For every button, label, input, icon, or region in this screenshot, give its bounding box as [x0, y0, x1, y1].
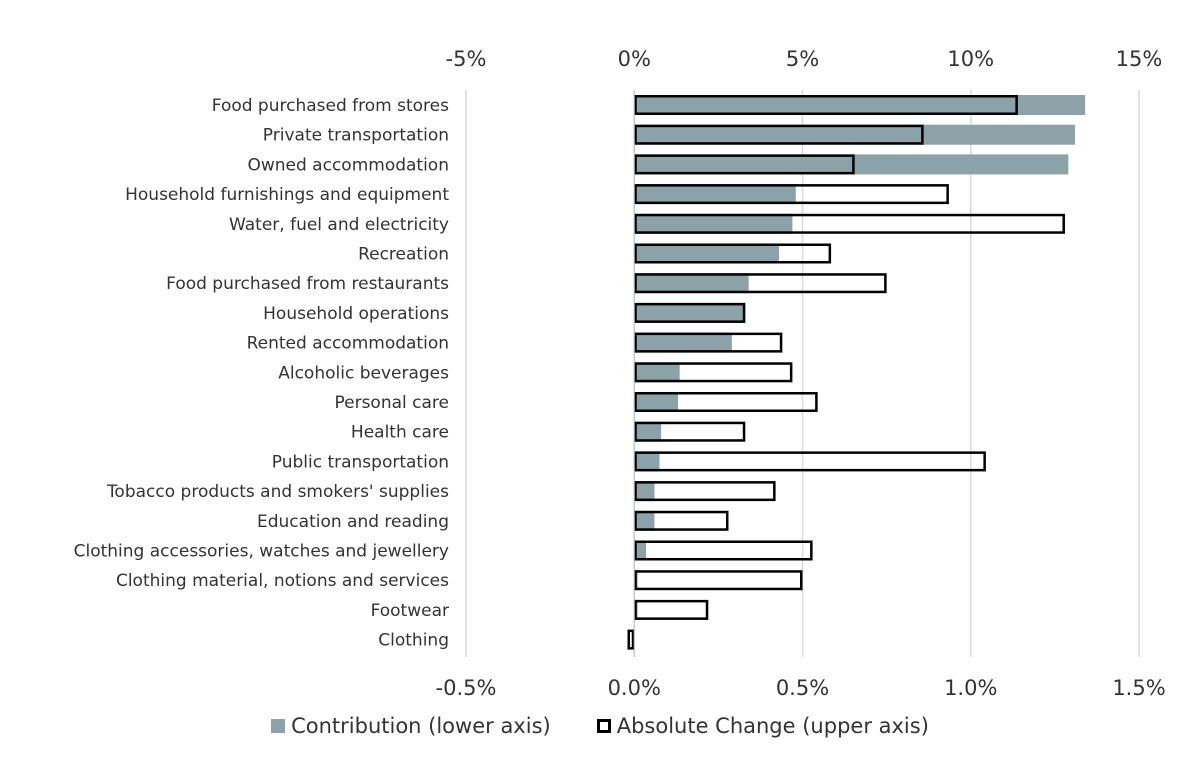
- absolute-change-bar: [634, 570, 803, 591]
- lower-tick-label: -0.5%: [436, 676, 497, 700]
- contribution-bar: [634, 540, 647, 561]
- contribution-bar: [634, 481, 655, 502]
- absolute-change-bar: [634, 510, 729, 531]
- absolute-change-bar: [634, 481, 776, 502]
- chart: -5% 0% 5% 10% 15% -0.5% 0.0% 0.5% 1.0% 1.5% Food…: [74, 47, 1166, 700]
- contribution-bar: [634, 362, 680, 383]
- lower-tick-label: 0.5%: [776, 676, 829, 700]
- contribution-bar: [634, 392, 678, 412]
- lower-axis: -0.5% 0.0% 0.5% 1.0% 1.5%: [436, 676, 1166, 700]
- category-label: Owned accommodation: [247, 155, 449, 175]
- legend-item-absolute-change[interactable]: Absolute Change (upper axis): [596, 714, 929, 738]
- category-label: Clothing: [378, 631, 449, 651]
- upper-tick-label: 10%: [947, 47, 994, 71]
- lower-tick-label: 0.0%: [608, 676, 661, 700]
- upper-tick-label: 0%: [618, 47, 651, 71]
- absolute-change-bars: [627, 95, 1065, 650]
- contribution-swatch-icon: [271, 719, 286, 733]
- category-label: Household operations: [263, 304, 449, 324]
- upper-tick-label: -5%: [446, 47, 487, 71]
- contribution-bars: [633, 95, 1086, 650]
- absolute-change-bar: [634, 124, 924, 145]
- absolute-change-bar: [634, 302, 746, 323]
- contribution-bar: [634, 510, 655, 531]
- contribution-bar: [634, 421, 662, 442]
- absolute-change-bar: [634, 332, 783, 353]
- absolute-change-bar: [634, 599, 709, 620]
- category-label: Public transportation: [272, 452, 449, 472]
- contribution-bar: [634, 124, 1076, 145]
- absolute-change-bar: [634, 362, 793, 383]
- category-labels: Food purchased from stores Private transp…: [74, 96, 450, 651]
- category-label: Food purchased from restaurants: [166, 274, 449, 294]
- lower-tick-label: 1.0%: [944, 676, 997, 700]
- lower-tick-label: 1.5%: [1112, 676, 1165, 700]
- contribution-bar: [634, 302, 746, 323]
- category-label: Clothing accessories, watches and jewell…: [74, 542, 449, 562]
- absolute-change-bar: [634, 451, 986, 472]
- absolute-change-bar: [634, 213, 1065, 234]
- contribution-bar: [634, 95, 1086, 115]
- category-label: Household furnishings and equipment: [125, 185, 449, 205]
- legend: Contribution (lower axis) Absolute Chang…: [0, 710, 1200, 742]
- category-label: Water, fuel and electricity: [229, 215, 449, 235]
- contribution-bar: [634, 213, 793, 234]
- category-label: Tobacco products and smokers' supplies: [106, 482, 449, 502]
- absolute-change-bar: [634, 273, 887, 294]
- category-label: Private transportation: [263, 126, 449, 146]
- legend-label-contribution: Contribution (lower axis): [291, 714, 551, 738]
- absolute-change-bar: [634, 392, 818, 412]
- contribution-bar: [634, 451, 660, 472]
- category-label: Clothing material, notions and services: [116, 571, 449, 591]
- absolute-change-bar: [634, 243, 832, 264]
- absolute-change-bar: [634, 154, 855, 175]
- absolute-change-bar: [634, 95, 1018, 115]
- absolute-change-swatch-icon: [596, 719, 611, 733]
- category-label: Recreation: [358, 245, 449, 265]
- category-label: Footwear: [371, 601, 449, 621]
- absolute-change-bar: [634, 540, 813, 561]
- contribution-bar: [634, 243, 779, 264]
- contribution-bar: [634, 154, 1069, 175]
- contribution-bar: [634, 184, 796, 205]
- category-label: Personal care: [334, 393, 449, 413]
- contribution-bar: [634, 273, 749, 294]
- absolute-change-bar: [627, 629, 635, 650]
- upper-axis: -5% 0% 5% 10% 15%: [446, 47, 1163, 71]
- absolute-change-bar: [634, 184, 949, 205]
- legend-label-absolute-change: Absolute Change (upper axis): [616, 714, 929, 738]
- category-label: Rented accommodation: [247, 334, 449, 354]
- category-label: Food purchased from stores: [212, 96, 449, 116]
- category-label: Education and reading: [257, 512, 449, 532]
- upper-tick-label: 15%: [1116, 47, 1163, 71]
- absolute-change-bar: [634, 421, 746, 442]
- upper-tick-label: 5%: [786, 47, 819, 71]
- category-label: Alcoholic beverages: [278, 363, 449, 383]
- legend-item-contribution[interactable]: Contribution (lower axis): [271, 714, 551, 738]
- contribution-bar: [634, 332, 732, 353]
- category-label: Health care: [351, 423, 449, 443]
